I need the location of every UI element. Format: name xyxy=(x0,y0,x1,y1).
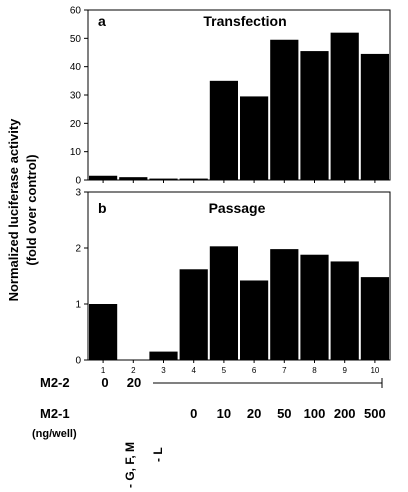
bar xyxy=(270,249,299,360)
y-tick-label: 50 xyxy=(70,34,82,45)
bar xyxy=(300,254,329,360)
x-tick-label: 3 xyxy=(161,366,166,375)
x-tick-label: 9 xyxy=(342,366,347,375)
x-tick-label: 2 xyxy=(131,366,136,375)
y-tick-label: 40 xyxy=(70,62,82,73)
panel-letter: a xyxy=(98,13,106,29)
m22-value-0: 0 xyxy=(101,375,108,390)
y-tick-label: 60 xyxy=(70,6,82,17)
bar xyxy=(149,178,178,180)
bar xyxy=(89,304,118,360)
x-tick-label: 7 xyxy=(282,366,287,375)
plot-frame xyxy=(87,191,391,361)
missing-gfm-label: - G, F, M xyxy=(123,442,137,488)
y-tick-label: 0 xyxy=(75,176,81,187)
x-tick-label: 1 xyxy=(101,366,106,375)
m21-value: 200 xyxy=(334,406,356,421)
m21-value: 500 xyxy=(364,406,386,421)
bar xyxy=(330,32,359,180)
bar xyxy=(209,246,238,360)
y-tick-label: 2 xyxy=(75,244,81,255)
bar xyxy=(119,177,148,180)
panel-title: Passage xyxy=(209,200,266,216)
panel-b-chart: 0 1 2 3 1 2 3 4 5 6 7 8 9 10 b Passage xyxy=(75,188,391,375)
m21-value: 50 xyxy=(277,406,291,421)
bar xyxy=(89,175,118,180)
bar xyxy=(240,280,269,360)
panel-a-chart: 0 10 20 30 40 50 60 a Transfection xyxy=(70,6,391,187)
bar xyxy=(270,39,299,180)
m21-label: M2-1 xyxy=(40,406,70,421)
bar xyxy=(240,96,269,180)
y-tick-label: 30 xyxy=(70,91,82,102)
y-tick-label: 20 xyxy=(70,119,82,130)
y-tick-label: 10 xyxy=(70,147,82,158)
m22-label: M2-2 xyxy=(40,375,70,390)
bar xyxy=(179,269,208,360)
y-axis-label-line2: (fold over control) xyxy=(24,154,39,265)
bar xyxy=(330,261,359,360)
y-tick-label: 3 xyxy=(75,188,81,199)
bar xyxy=(209,80,238,180)
m22-value-1: 20 xyxy=(127,375,141,390)
m21-values: 0 10 20 50 100 200 500 xyxy=(190,406,386,421)
panel-title: Transfection xyxy=(203,13,286,29)
y-tick-label: 1 xyxy=(75,300,81,311)
bar xyxy=(360,277,389,360)
m21-value: 20 xyxy=(247,406,261,421)
x-tick-label: 8 xyxy=(312,366,317,375)
m21-value: 10 xyxy=(217,406,231,421)
x-tick-label: 4 xyxy=(191,366,196,375)
missing-l-label: - L xyxy=(151,447,165,462)
bar xyxy=(360,53,389,180)
y-axis-label-line1: Normalized luciferase activity xyxy=(6,118,21,302)
m21-value: 0 xyxy=(190,406,197,421)
y-tick-label: 0 xyxy=(75,356,81,367)
panel-letter: b xyxy=(98,200,107,216)
m21-value: 100 xyxy=(304,406,326,421)
x-tick-label: 10 xyxy=(370,366,379,375)
m21-unit: (ng/well) xyxy=(32,428,77,440)
x-tick-label: 6 xyxy=(252,366,257,375)
bar xyxy=(300,51,329,181)
bar xyxy=(149,351,178,360)
x-tick-label: 5 xyxy=(222,366,227,375)
bar xyxy=(179,178,208,180)
